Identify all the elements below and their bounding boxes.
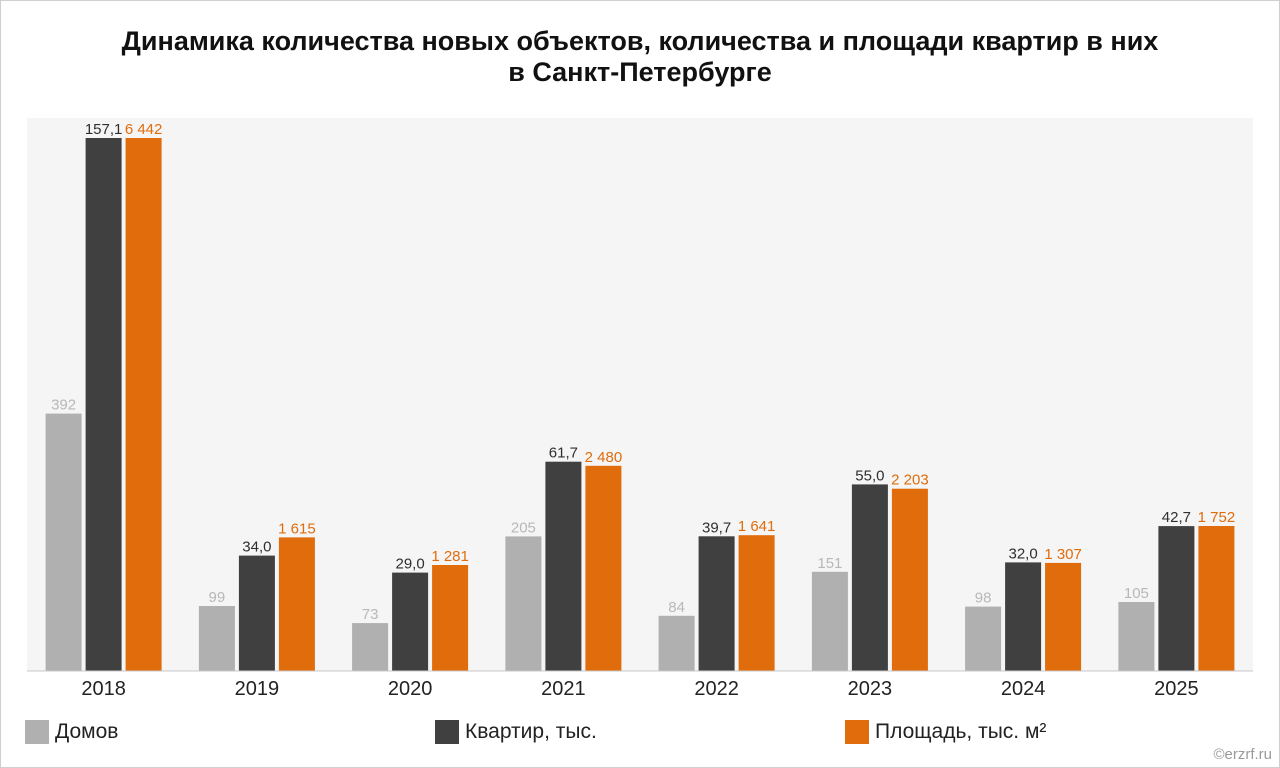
data-label-1-2023: 55,0 [855,467,884,484]
bar-2-2022 [738,535,775,671]
data-label-2-2025: 1 752 [1198,509,1236,526]
bar-2-2024 [1045,562,1082,671]
data-label-0-2022: 84 [668,599,685,616]
data-label-2-2019: 1 615 [278,520,316,537]
bar-0-2024 [965,606,1002,671]
bar-1-2025 [1158,526,1195,671]
x-tick-label-2025: 2025 [1154,678,1199,700]
data-label-1-2018: 157,1 [85,121,123,138]
data-label-1-2025: 42,7 [1162,509,1191,526]
data-label-0-2019: 99 [209,589,226,606]
source-credit: ©erzrf.ru [1213,746,1272,763]
data-label-0-2023: 151 [817,555,842,572]
bar-1-2020 [392,572,429,671]
legend-swatch-apartments [435,720,459,744]
bar-1-2021 [545,461,582,671]
x-tick-label-2022: 2022 [694,678,739,700]
chart-title-line-1: Динамика количества новых объектов, коли… [121,26,1159,56]
data-label-2-2021: 2 480 [585,449,623,466]
bar-0-2025 [1118,602,1155,671]
bar-2-2019 [278,537,315,671]
legend-item-area: Площадь, тыс. м² [845,718,1046,746]
bar-1-2022 [698,536,735,671]
data-label-1-2021: 61,7 [549,445,578,462]
x-tick-label-2020: 2020 [388,678,433,700]
data-label-0-2024: 98 [975,590,992,607]
bar-0-2021 [505,536,542,671]
bar-2-2018 [125,138,162,671]
x-tick-label-2018: 2018 [81,678,126,700]
bar-2-2023 [891,488,928,671]
data-label-0-2025: 105 [1124,585,1149,602]
data-label-0-2018: 392 [51,397,76,414]
bar-0-2018 [45,413,82,671]
x-tick-label-2024: 2024 [1001,678,1046,700]
x-tick-label-2023: 2023 [848,678,893,700]
data-label-2-2023: 2 203 [891,472,929,489]
bar-2-2021 [585,465,622,671]
data-label-2-2020: 1 281 [431,548,469,565]
bar-1-2018 [85,138,122,671]
x-tick-label-2021: 2021 [541,678,586,700]
bar-0-2022 [658,615,695,671]
data-label-0-2021: 205 [511,519,536,536]
legend-swatch-houses [25,720,49,744]
data-label-1-2022: 39,7 [702,519,731,536]
data-label-2-2022: 1 641 [738,518,776,535]
legend-label-area: Площадь, тыс. м² [875,720,1047,743]
x-tick-label-2019: 2019 [235,678,280,700]
data-label-2-2024: 1 307 [1044,546,1082,563]
legend-item-apartments: Квартир, тыс. [435,718,597,746]
bar-0-2020 [352,623,389,671]
chart-title: Динамика количества новых объектов, коли… [0,26,1280,88]
legend-item-houses: Домов [25,718,118,746]
chart-title-line-2: в Санкт-Петербурге [508,57,772,87]
bar-2-2020 [432,565,469,671]
bar-1-2024 [1005,562,1042,671]
bar-0-2019 [198,606,235,671]
bar-2-2025 [1198,526,1235,671]
bar-1-2019 [238,555,275,671]
data-label-0-2020: 73 [362,606,379,623]
legend-swatch-area [845,720,869,744]
legend-label-houses: Домов [55,720,119,743]
data-label-1-2024: 32,0 [1008,545,1037,562]
bar-0-2023 [811,571,848,671]
data-label-1-2019: 34,0 [242,539,271,556]
data-label-1-2020: 29,0 [395,556,424,573]
bar-1-2023 [851,484,888,671]
data-label-2-2018: 6 442 [125,121,163,138]
legend-label-apartments: Квартир, тыс. [465,720,597,743]
